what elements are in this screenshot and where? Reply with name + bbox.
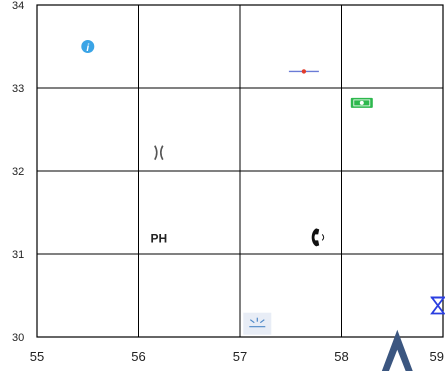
x-tick-label: 58	[334, 349, 348, 364]
pin-icon[interactable]	[288, 69, 319, 74]
parentheses-icon-right	[160, 145, 164, 161]
info-icon[interactable]: i	[81, 40, 95, 54]
map-markers: i PH	[81, 40, 445, 371]
telephone-icon-wave	[321, 234, 325, 241]
cash-icon-coin	[359, 100, 364, 105]
y-tick-label: 30	[12, 332, 24, 344]
ph-label: PH	[150, 231, 167, 245]
pin-icon-center	[301, 69, 307, 74]
cash-icon[interactable]	[350, 97, 373, 108]
arrow-up-icon-shape	[381, 329, 413, 371]
telephone-icon[interactable]	[311, 228, 325, 247]
telephone-icon-handset	[311, 228, 320, 247]
sprinkler-icon-ray	[249, 319, 255, 324]
ph-label-text: PH	[150, 231, 167, 245]
y-tick-label: 31	[12, 249, 24, 261]
x-tick-label: 56	[131, 349, 145, 364]
map-grid	[36, 4, 444, 338]
cash-icon-inner	[353, 99, 371, 107]
axis-tick-labels: 55 56 57 58 59 30 31 32 33 34	[12, 0, 444, 364]
y-tick-label: 34	[12, 0, 24, 12]
parentheses-icon-left	[154, 145, 158, 161]
sprinkler-icon[interactable]	[243, 312, 272, 335]
y-tick-label: 32	[12, 166, 24, 178]
sprinkler-icon-ray	[259, 319, 265, 324]
info-icon-glyph: i	[86, 43, 89, 54]
x-tick-label: 57	[233, 349, 247, 364]
x-tick-label: 59	[430, 349, 444, 364]
hourglass-icon-shape	[430, 296, 445, 315]
arrow-up-icon[interactable]	[379, 329, 415, 371]
info-icon-disc	[81, 40, 95, 53]
parentheses-icon[interactable]	[154, 145, 164, 161]
x-tick-label: 55	[30, 349, 44, 364]
sprinkler-icon-bg	[243, 312, 272, 335]
y-tick-label: 33	[12, 83, 24, 95]
hourglass-icon[interactable]	[430, 296, 445, 315]
